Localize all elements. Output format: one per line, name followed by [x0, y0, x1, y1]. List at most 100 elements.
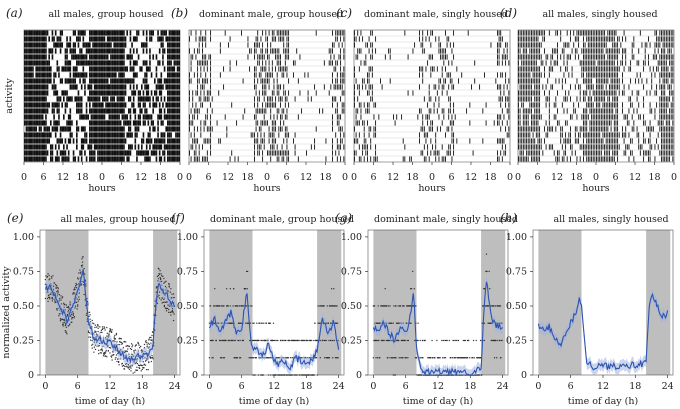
activity-bar — [48, 126, 51, 132]
activity-bar — [604, 126, 606, 132]
activity-bar — [165, 102, 168, 108]
activity-bar — [591, 84, 593, 90]
activity-bar — [155, 84, 158, 90]
activity-bar — [265, 84, 267, 90]
activity-bar — [141, 96, 143, 102]
activity-bar — [664, 84, 666, 90]
activity-bar — [662, 66, 664, 72]
activity-bar — [27, 108, 29, 114]
activity-bar — [170, 132, 172, 138]
activity-bar — [160, 156, 163, 162]
data-point — [153, 345, 155, 347]
activity-bar — [498, 96, 500, 102]
activity-bar — [27, 90, 29, 96]
activity-bar — [254, 84, 255, 90]
data-point — [119, 358, 121, 360]
activity-bar — [95, 114, 98, 120]
activity-bar — [167, 156, 169, 162]
activity-bar — [237, 156, 239, 162]
activity-bar — [175, 126, 177, 132]
activity-bar — [170, 30, 172, 36]
activity-bar — [535, 60, 537, 66]
activity-bar — [354, 96, 355, 102]
activity-bar — [664, 90, 666, 96]
activity-bar — [110, 72, 112, 78]
activity-bar — [609, 108, 610, 114]
activity-bar — [587, 156, 589, 162]
data-point — [63, 302, 65, 304]
activity-bar — [522, 36, 524, 42]
activity-bar — [639, 30, 641, 36]
activity-bar — [532, 30, 534, 36]
activity-bar — [244, 108, 246, 114]
activity-bar — [45, 48, 47, 54]
data-point — [130, 370, 132, 372]
activity-bar — [80, 144, 83, 150]
activity-bar — [265, 60, 267, 66]
activity-bar — [609, 156, 610, 162]
activity-bar — [48, 36, 51, 42]
activity-bar — [203, 54, 205, 60]
activity-bar — [110, 114, 112, 120]
activity-bar — [602, 126, 604, 132]
activity-bar — [576, 138, 578, 144]
activity-bar — [537, 30, 539, 36]
activity-bar — [613, 96, 615, 102]
activity-bar — [602, 42, 604, 48]
activity-bar — [136, 72, 138, 78]
activity-bar — [438, 150, 440, 156]
activity-bar — [67, 120, 70, 126]
activity-bar — [566, 42, 568, 48]
activity-bar — [458, 78, 459, 84]
activity-bar — [428, 108, 430, 114]
activity-bar — [170, 66, 172, 72]
activity-bar — [35, 84, 38, 90]
activity-bar — [257, 54, 259, 60]
activity-bar — [103, 36, 106, 42]
activity-bar — [126, 54, 129, 60]
panel-letter-a: (a) — [6, 6, 23, 20]
activity-bar — [30, 144, 33, 150]
data-point — [139, 365, 141, 367]
activity-bar — [628, 132, 630, 138]
activity-bar — [594, 66, 596, 72]
activity-bar — [178, 48, 181, 54]
activity-bar — [210, 120, 212, 126]
activity-bar — [108, 120, 111, 126]
activity-bar — [283, 120, 285, 126]
activity-bar — [175, 150, 177, 156]
activity-bar — [584, 96, 586, 102]
activity-bar — [539, 48, 541, 54]
activity-bar — [371, 30, 373, 36]
activity-bar — [176, 144, 179, 150]
activity-bar — [278, 60, 280, 66]
activity-bar — [53, 78, 55, 84]
activity-bar — [168, 120, 171, 126]
activity-bar — [566, 96, 568, 102]
activity-bar — [657, 60, 659, 66]
activity-bar — [157, 30, 159, 36]
activity-bar — [210, 78, 212, 84]
activity-bar — [69, 120, 72, 126]
activity-bar — [589, 54, 591, 60]
activity-bar — [428, 156, 430, 162]
activity-bar — [522, 144, 524, 150]
activity-bar — [155, 66, 158, 72]
activity-bar — [89, 126, 91, 132]
activity-bar — [341, 90, 343, 96]
activity-bar — [113, 96, 116, 102]
activity-bar — [258, 108, 260, 114]
activity-bar — [33, 90, 36, 96]
data-point — [65, 326, 67, 328]
activity-bar — [173, 90, 176, 96]
activity-bar — [43, 60, 46, 66]
activity-bar — [524, 156, 526, 162]
activity-bar — [37, 96, 39, 102]
activity-bar — [615, 126, 617, 132]
data-point — [87, 330, 90, 332]
y-tick-label: 0.25 — [13, 335, 34, 346]
activity-bar — [45, 150, 47, 156]
data-point — [229, 288, 231, 290]
activity-bar — [90, 108, 93, 114]
activity-bar — [139, 66, 142, 72]
